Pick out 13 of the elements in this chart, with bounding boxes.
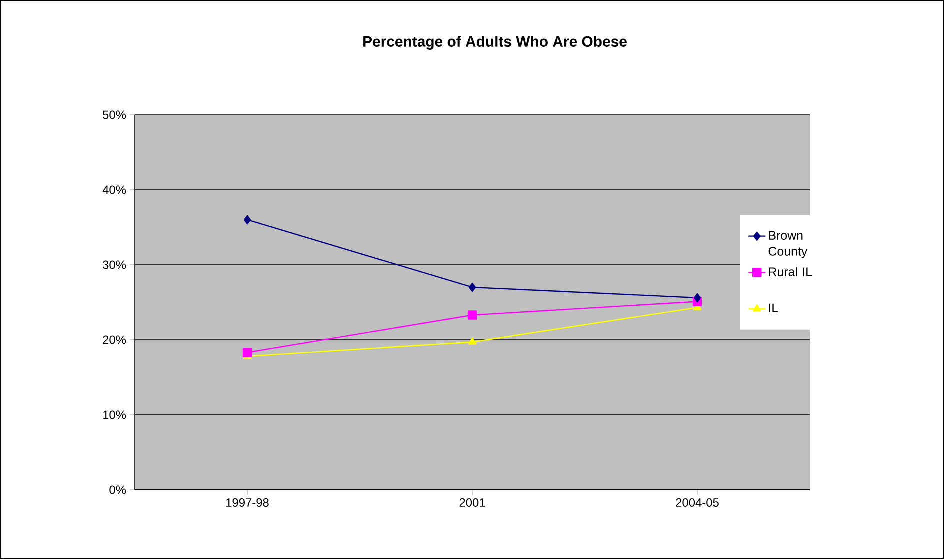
x-tick-label: 1997-98 <box>226 498 269 507</box>
legend-label: IL <box>769 304 778 312</box>
legend-label: Rural IL <box>769 267 812 276</box>
chart-title: Percentage of Adults Who Are Obese <box>364 36 627 50</box>
y-tick-label: 40% <box>102 186 126 194</box>
legend-label: Brown County <box>768 231 808 258</box>
x-tick-label: 2001 <box>460 498 486 507</box>
y-tick-label: 20% <box>103 336 126 344</box>
x-tick-label: 2004-05 <box>676 498 719 507</box>
y-tick-label: 50% <box>103 110 126 120</box>
y-tick-label: 30% <box>103 260 126 270</box>
y-tick-label: 0% <box>110 486 126 494</box>
y-tick-label: 10% <box>103 410 126 420</box>
